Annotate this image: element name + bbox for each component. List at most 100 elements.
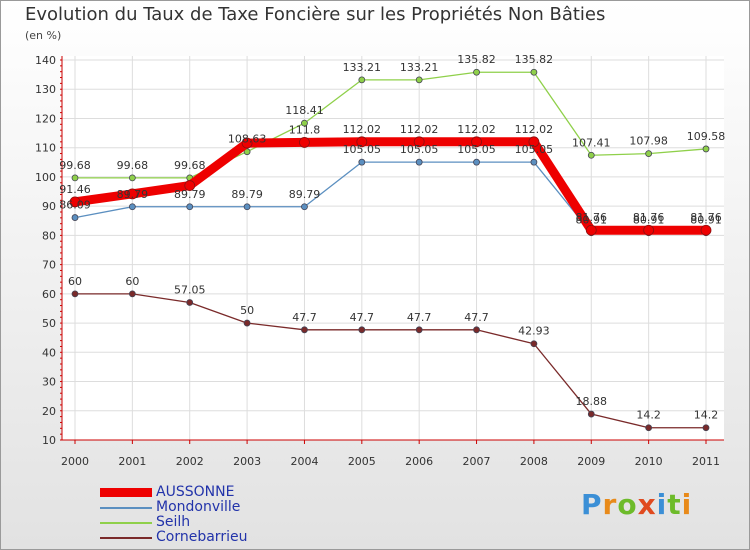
data-label-mondonville: 105.05 xyxy=(400,143,439,156)
data-point-seilh xyxy=(702,145,710,153)
plot-area xyxy=(62,56,724,440)
data-point-aussonne xyxy=(241,137,253,149)
data-label-seilh: 135.82 xyxy=(515,53,554,66)
data-point-aussonne xyxy=(700,224,712,236)
data-point-mondonville xyxy=(473,158,480,166)
x-tick-label: 2007 xyxy=(463,455,491,468)
logo-letter: t xyxy=(667,488,682,521)
y-tick-label: 30 xyxy=(42,376,56,389)
data-label-aussonne: 91.46 xyxy=(59,183,91,196)
data-label-aussonne: 112.02 xyxy=(457,123,496,136)
y-tick-label: 130 xyxy=(35,83,56,96)
data-label-aussonne: 81.76 xyxy=(690,211,722,224)
data-label-cornebarrieu: 47.7 xyxy=(464,311,489,324)
data-label-cornebarrieu: 47.7 xyxy=(407,311,432,324)
data-point-cornebarrieu xyxy=(473,326,480,334)
data-label-seilh: 133.21 xyxy=(400,61,439,74)
data-point-cornebarrieu xyxy=(702,424,710,432)
data-label-mondonville: 105.05 xyxy=(457,143,496,156)
data-label-cornebarrieu: 47.7 xyxy=(350,311,375,324)
y-tick-label: 80 xyxy=(42,229,56,242)
legend-swatch-cornebarrieu xyxy=(100,536,152,539)
data-label-mondonville: 105.05 xyxy=(343,143,382,156)
logo-letter: i xyxy=(681,488,693,521)
y-tick-label: 120 xyxy=(35,112,56,125)
legend-item-cornebarrieu: Cornebarrieu xyxy=(100,530,247,545)
data-label-seilh: 99.68 xyxy=(59,159,91,172)
data-label-aussonne: 112.02 xyxy=(515,123,554,136)
data-point-seilh xyxy=(473,68,480,76)
data-label-mondonville: 89.79 xyxy=(174,188,206,201)
data-point-mondonville xyxy=(243,203,251,211)
data-point-aussonne xyxy=(471,136,482,148)
y-tick-label: 50 xyxy=(42,317,56,330)
data-point-mondonville xyxy=(358,158,366,166)
data-label-seilh: 99.68 xyxy=(174,159,206,172)
legend-label-cornebarrieu: Cornebarrieu xyxy=(156,529,248,545)
data-label-seilh: 135.82 xyxy=(457,53,496,66)
data-point-mondonville xyxy=(71,214,79,221)
data-label-seilh: 107.98 xyxy=(629,135,668,148)
data-point-mondonville xyxy=(530,158,538,166)
logo-letter: r xyxy=(602,488,618,521)
data-point-seilh xyxy=(587,151,595,159)
legend-label-aussonne: AUSSONNE xyxy=(156,484,235,500)
data-point-mondonville xyxy=(301,203,308,211)
data-point-mondonville xyxy=(415,158,423,166)
data-point-cornebarrieu xyxy=(71,290,79,298)
data-label-mondonville: 80.91 xyxy=(633,214,665,227)
x-tick-label: 2004 xyxy=(290,455,318,468)
legend: AUSSONNE Mondonville Seilh Cornebarrieu xyxy=(100,485,247,545)
data-point-cornebarrieu xyxy=(415,326,423,334)
series-line-seilh xyxy=(74,71,707,179)
data-point-cornebarrieu xyxy=(301,326,308,334)
legend-swatch-aussonne xyxy=(100,488,152,497)
data-point-aussonne xyxy=(299,137,310,148)
legend-item-seilh: Seilh xyxy=(100,515,247,530)
data-label-aussonne: 81.76 xyxy=(576,211,608,224)
logo-letter: i xyxy=(656,488,668,521)
data-point-aussonne xyxy=(413,136,425,148)
y-tick-label: 40 xyxy=(42,346,56,359)
legend-label-mondonville: Mondonville xyxy=(156,499,241,515)
chart-title: Evolution du Taux de Taxe Foncière sur l… xyxy=(25,4,606,25)
data-label-seilh: 133.21 xyxy=(343,61,382,74)
legend-item-aussonne: AUSSONNE xyxy=(100,485,247,500)
data-label-seilh: 99.68 xyxy=(117,159,149,172)
data-point-seilh xyxy=(530,68,538,76)
data-point-aussonne xyxy=(528,136,540,148)
proxiti-logo: Proxiti xyxy=(581,488,692,521)
y-tick-label: 140 xyxy=(35,54,56,67)
data-label-cornebarrieu: 18.88 xyxy=(576,395,608,408)
x-tick-label: 2006 xyxy=(405,455,433,468)
data-point-seilh xyxy=(128,174,136,182)
data-label-cornebarrieu: 14.2 xyxy=(636,409,661,422)
data-label-seilh: 107.41 xyxy=(572,136,611,149)
data-label-seilh: 108.63 xyxy=(228,133,267,146)
data-point-aussonne xyxy=(69,196,81,208)
data-point-aussonne xyxy=(643,224,655,236)
unit-label: (en %) xyxy=(25,29,62,42)
x-tick-label: 2005 xyxy=(348,455,376,468)
y-tick-label: 70 xyxy=(42,259,56,272)
data-point-cornebarrieu xyxy=(530,340,538,348)
data-label-cornebarrieu: 50 xyxy=(240,304,254,317)
data-point-cornebarrieu xyxy=(186,299,194,306)
legend-label-seilh: Seilh xyxy=(156,514,191,530)
x-tick-label: 2011 xyxy=(692,455,720,468)
data-point-cornebarrieu xyxy=(128,290,136,298)
x-tick-label: 2009 xyxy=(577,455,605,468)
data-point-mondonville xyxy=(128,203,136,211)
data-label-mondonville: 105.05 xyxy=(515,143,554,156)
data-label-cornebarrieu: 57.05 xyxy=(174,283,206,296)
y-tick-label: 90 xyxy=(42,200,56,213)
data-label-mondonville: 86.09 xyxy=(59,199,91,212)
data-label-aussonne: 81.76 xyxy=(633,211,665,224)
data-point-cornebarrieu xyxy=(243,319,251,327)
series-line-aussonne xyxy=(70,137,711,235)
data-point-seilh xyxy=(243,148,251,156)
x-tick-label: 2008 xyxy=(520,455,548,468)
data-point-cornebarrieu xyxy=(358,326,366,334)
data-point-cornebarrieu xyxy=(645,424,653,432)
